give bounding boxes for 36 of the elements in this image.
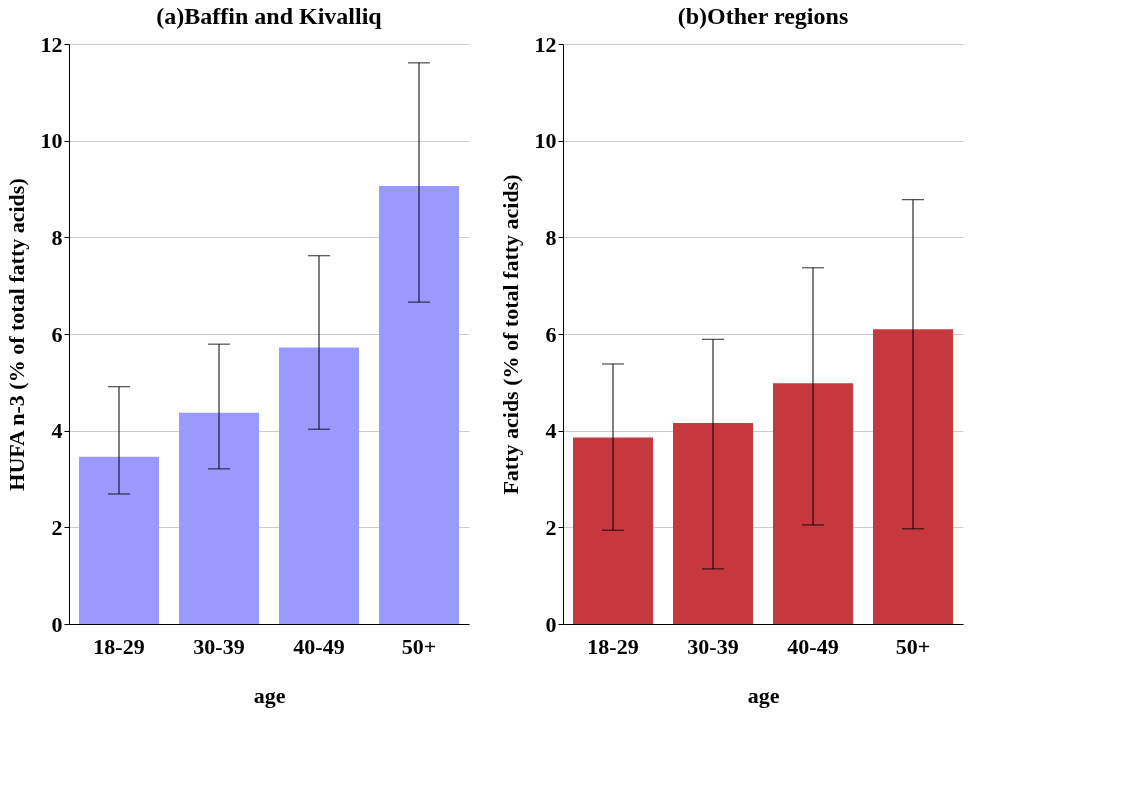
- x-tick-label: 18-29: [587, 633, 639, 659]
- x-tick-label: 40-49: [787, 633, 839, 659]
- bar: [673, 422, 753, 624]
- y-tick-label: 12: [40, 31, 63, 57]
- chart-title: (a)Baffin and Kivalliq: [156, 3, 383, 29]
- y-tick-label: 2: [545, 514, 557, 540]
- bar: [79, 456, 159, 624]
- y-tick-label: 12: [534, 31, 557, 57]
- y-tick-label: 6: [545, 321, 557, 347]
- y-tick-label: 2: [51, 514, 63, 540]
- y-tick-label: 6: [51, 321, 63, 347]
- y-tick-label: 10: [40, 128, 63, 154]
- chart-title: (b)Other regions: [677, 3, 849, 29]
- x-tick-label: 50+: [895, 633, 931, 659]
- y-tick-label: 0: [545, 611, 557, 637]
- x-tick-label: 18-29: [93, 633, 145, 659]
- bar: [873, 329, 953, 624]
- x-axis-title: age: [747, 682, 780, 708]
- y-tick-label: 8: [545, 224, 557, 250]
- bar: [279, 347, 359, 624]
- y-axis-title: Fatty acids (% of total fatty acids): [497, 174, 523, 495]
- x-tick-label: 50+: [401, 633, 437, 659]
- bar: [179, 412, 259, 624]
- bar: [773, 383, 853, 624]
- y-tick-label: 4: [545, 418, 557, 444]
- y-tick-label: 4: [51, 418, 63, 444]
- y-tick-label: 10: [534, 128, 557, 154]
- x-tick-label: 30-39: [193, 633, 245, 659]
- x-tick-label: 40-49: [293, 633, 345, 659]
- y-tick-label: 8: [51, 224, 63, 250]
- bar: [379, 186, 459, 624]
- y-axis-title: HUFA n-3 (% of total fatty acids): [3, 178, 29, 491]
- bar: [573, 437, 653, 624]
- x-tick-label: 30-39: [687, 633, 739, 659]
- y-tick-label: 0: [51, 611, 63, 637]
- x-axis-title: age: [253, 682, 286, 708]
